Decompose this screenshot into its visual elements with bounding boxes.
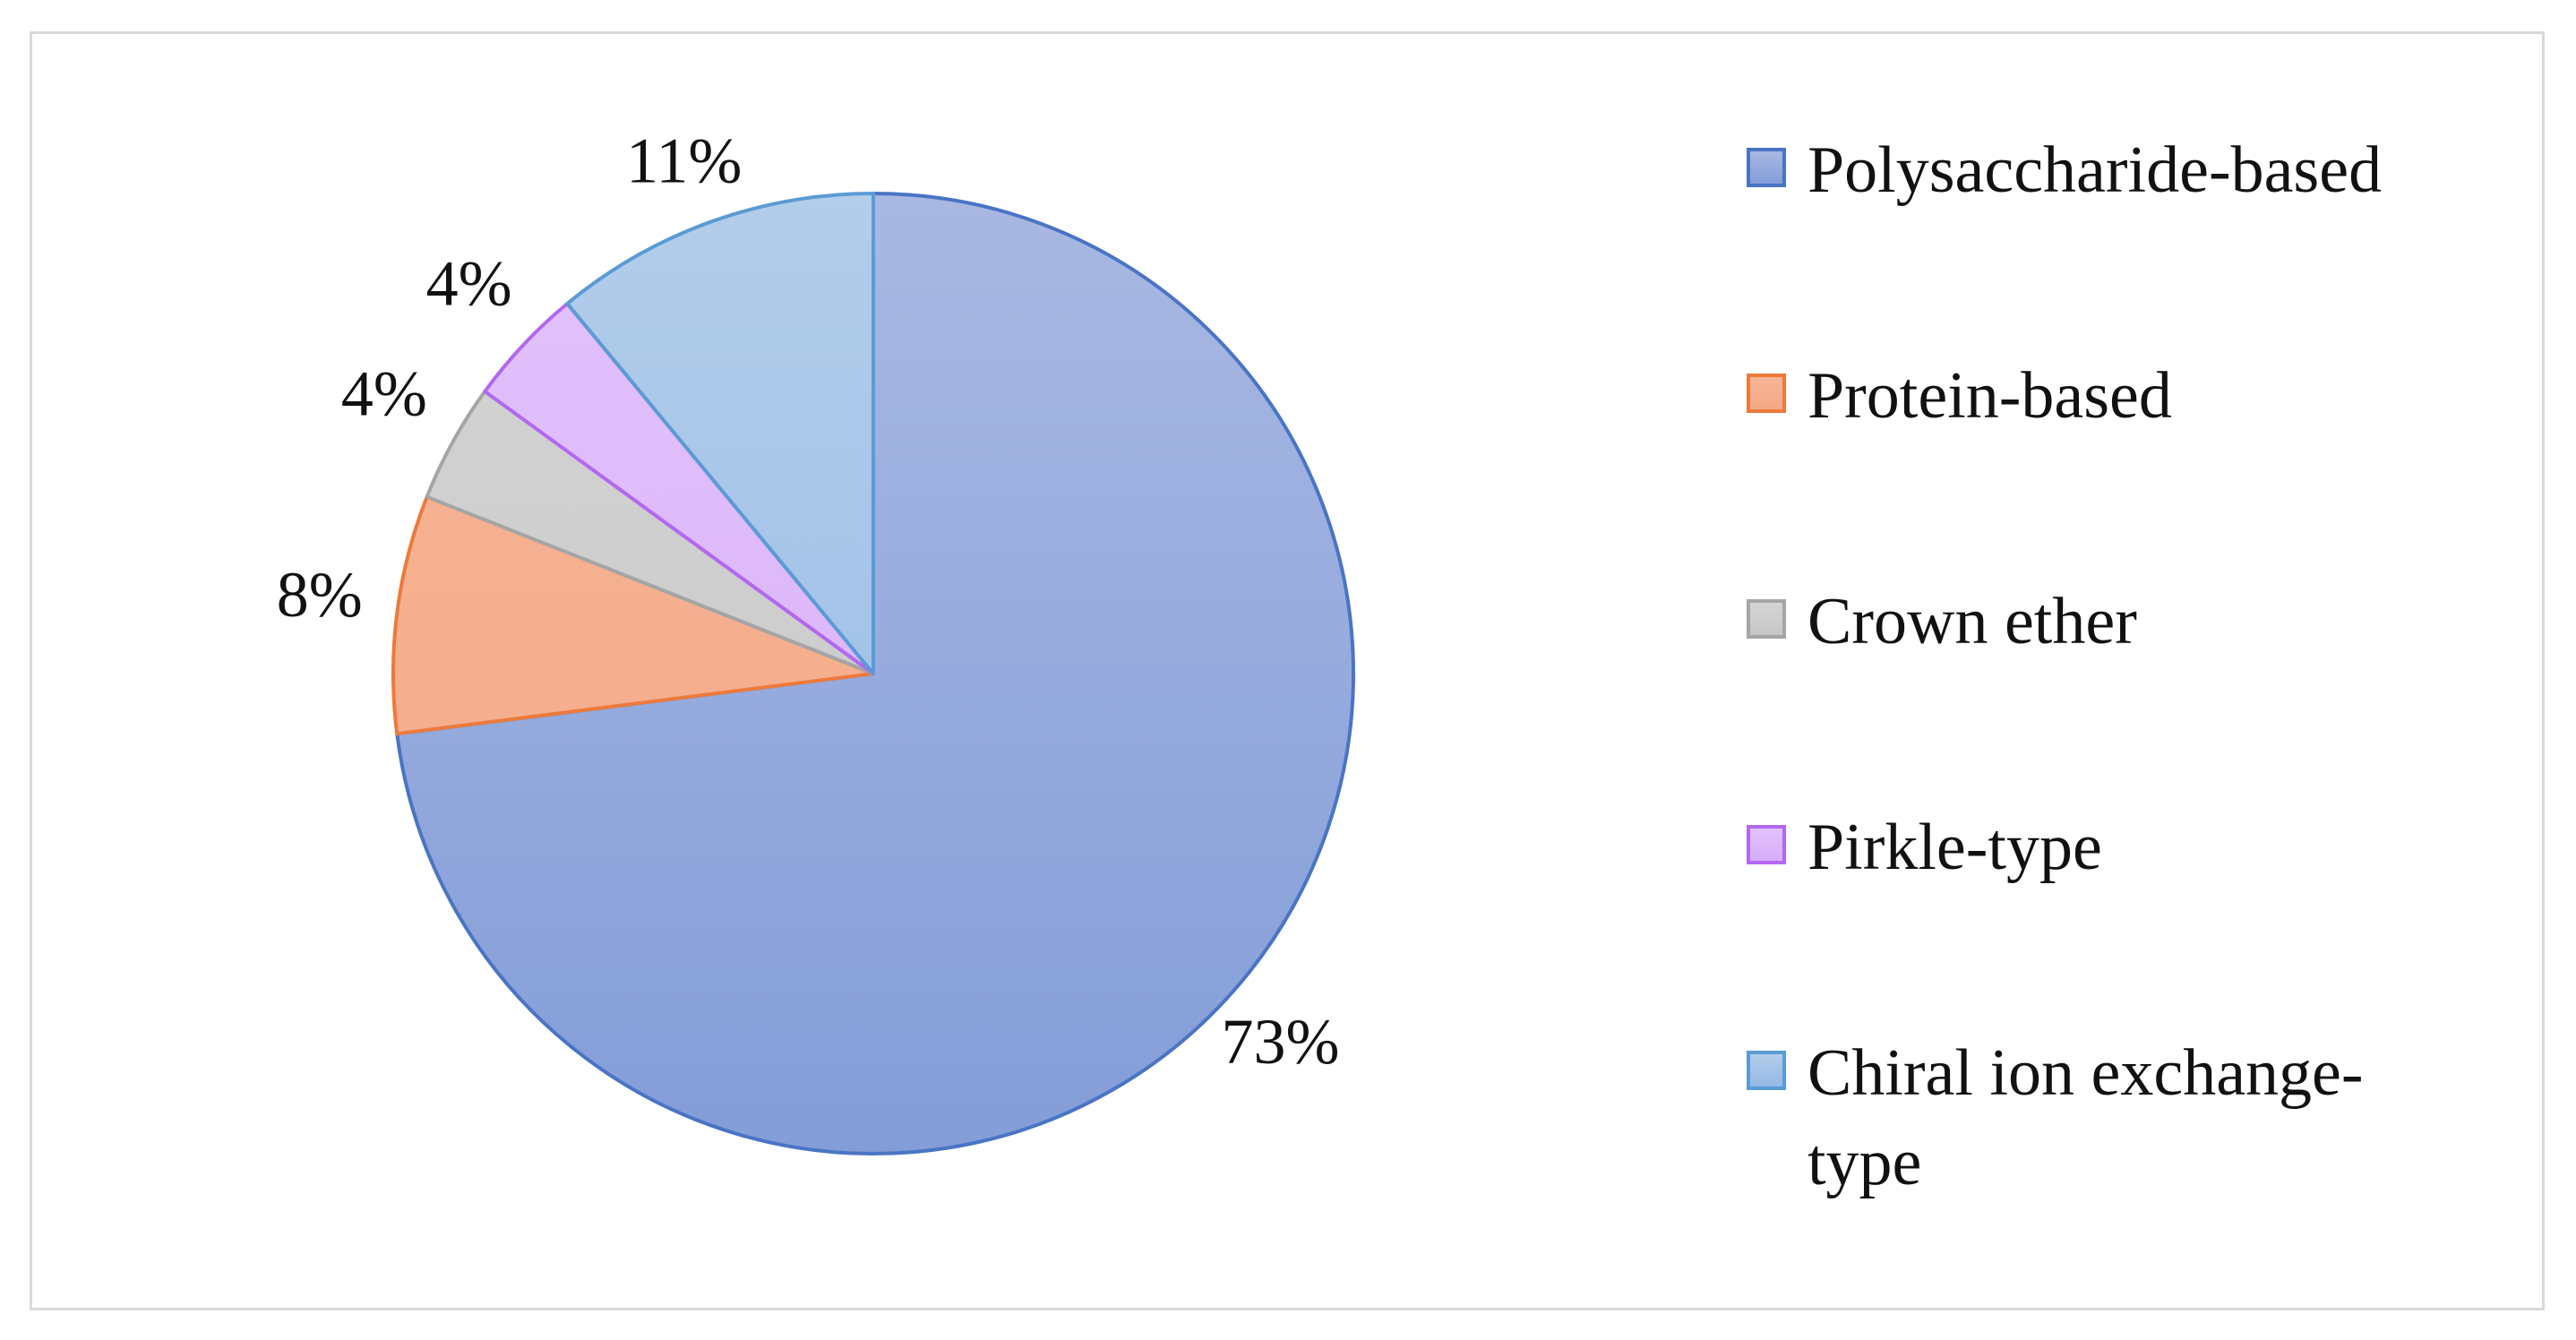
pie-data-labels: 73% 8% 4% 4% 11% xyxy=(277,125,1340,1078)
legend-item-protein: Protein-based xyxy=(1747,351,2508,441)
legend-item-chiral-ion-exchange: Chiral ion exchange-type xyxy=(1747,1028,2508,1207)
legend-swatch xyxy=(1747,1051,1786,1090)
legend-item-polysaccharide: Polysaccharide-based xyxy=(1747,125,2508,215)
legend-label: Chiral ion exchange-type xyxy=(1807,1036,2364,1199)
pie-slice-protein-based xyxy=(391,494,875,736)
legend-label: Polysaccharide-based xyxy=(1807,133,2383,207)
legend-label: Protein-based xyxy=(1807,359,2172,433)
legend-swatch xyxy=(1747,374,1786,413)
pie-slices xyxy=(391,192,1355,1155)
legend-swatch xyxy=(1747,825,1786,864)
data-label-crown-ether: 4% xyxy=(341,358,427,430)
legend-item-pirkle: Pirkle-type xyxy=(1747,803,2508,892)
data-label-chiral-ion-exchange-type: 11% xyxy=(626,125,742,197)
pie-slice-polysaccharide-based xyxy=(395,192,1355,1155)
legend-swatch xyxy=(1747,148,1786,187)
data-label-pirkle-type: 4% xyxy=(426,248,512,320)
legend-item-crown-ether: Crown ether xyxy=(1747,577,2508,666)
legend-label: Crown ether xyxy=(1807,585,2137,658)
legend-label: Pirkle-type xyxy=(1807,811,2102,884)
legend-swatch xyxy=(1747,599,1786,639)
pie-slice-chiral-ion-exchange-type xyxy=(565,192,875,675)
data-label-polysaccharide-based: 73% xyxy=(1221,1006,1339,1078)
data-label-protein-based: 8% xyxy=(277,559,363,631)
